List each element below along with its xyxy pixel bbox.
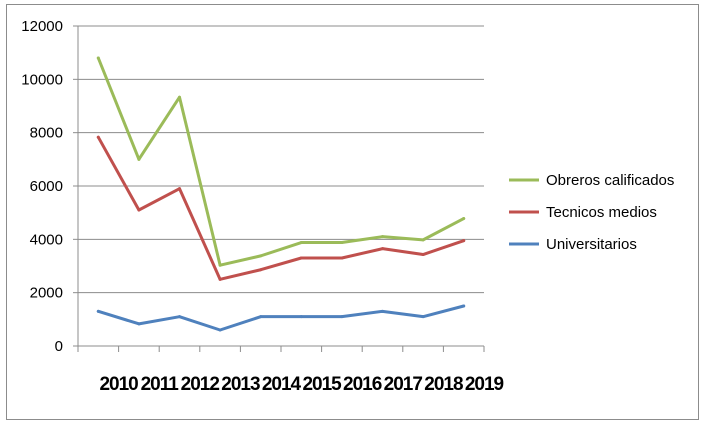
data-point — [421, 238, 425, 242]
data-point — [218, 328, 222, 332]
data-point — [299, 256, 303, 260]
data-point — [259, 254, 263, 258]
data-point — [178, 315, 181, 319]
data-point — [299, 315, 303, 319]
data-point — [299, 241, 303, 245]
data-point — [462, 304, 466, 308]
data-point — [137, 208, 141, 212]
data-point — [340, 315, 344, 319]
axes — [73, 25, 485, 352]
data-point — [137, 322, 141, 326]
x-tick-label: 2015 — [302, 374, 342, 395]
legend-label: Tecnicos medios — [546, 204, 657, 221]
data-point — [421, 315, 425, 319]
data-point — [462, 217, 466, 221]
data-point — [340, 241, 344, 245]
y-tick-label: 12000 — [21, 18, 63, 35]
series-line-2 — [96, 304, 466, 332]
series-line-0 — [96, 56, 466, 267]
legend: Obreros calificados Tecnicos medios Univer… — [509, 172, 674, 253]
y-tick-label: 2000 — [30, 285, 63, 302]
x-tick-label: 2011 — [141, 374, 180, 395]
data-point — [96, 135, 100, 139]
data-point — [96, 309, 100, 313]
y-axis-tick-labels: 0 2000 4000 6000 8000 10000 12000 — [21, 18, 63, 355]
data-point — [462, 239, 466, 243]
y-tick-label: 0 — [55, 338, 63, 355]
data-point — [218, 263, 222, 267]
data-point — [178, 187, 181, 191]
x-tick-label: 2018 — [424, 374, 463, 395]
data-point — [96, 56, 100, 60]
x-tick-label: 2012 — [181, 374, 220, 395]
y-tick-label: 8000 — [30, 125, 63, 142]
y-tick-label: 10000 — [21, 71, 63, 88]
data-point — [421, 253, 425, 257]
data-point — [340, 256, 344, 260]
x-axis-tick-labels: 2010 2011 2012 2013 2014 2015 2016 2017 2018 2019 — [99, 374, 504, 395]
data-point — [259, 268, 263, 272]
x-tick-label: 2016 — [343, 374, 382, 395]
data-point — [137, 157, 141, 161]
x-tick-label: 2013 — [221, 374, 260, 395]
legend-label: Obreros calificados — [546, 172, 674, 189]
x-tick-label: 2014 — [262, 374, 302, 395]
x-tick-label: 2017 — [384, 374, 423, 395]
y-tick-label: 4000 — [30, 231, 63, 248]
chart-frame — [6, 4, 699, 420]
data-point — [259, 315, 263, 319]
legend-label: Universitarios — [546, 236, 637, 253]
data-point — [381, 235, 384, 239]
data-point — [178, 95, 181, 99]
data-point — [381, 247, 384, 251]
series-line-1 — [96, 135, 466, 281]
data-point — [218, 277, 222, 281]
series-lines — [96, 56, 466, 332]
y-tick-label: 6000 — [30, 178, 63, 195]
x-tick-label: 2010 — [99, 374, 138, 395]
data-point — [381, 309, 384, 313]
x-tick-label: 2019 — [465, 374, 504, 395]
